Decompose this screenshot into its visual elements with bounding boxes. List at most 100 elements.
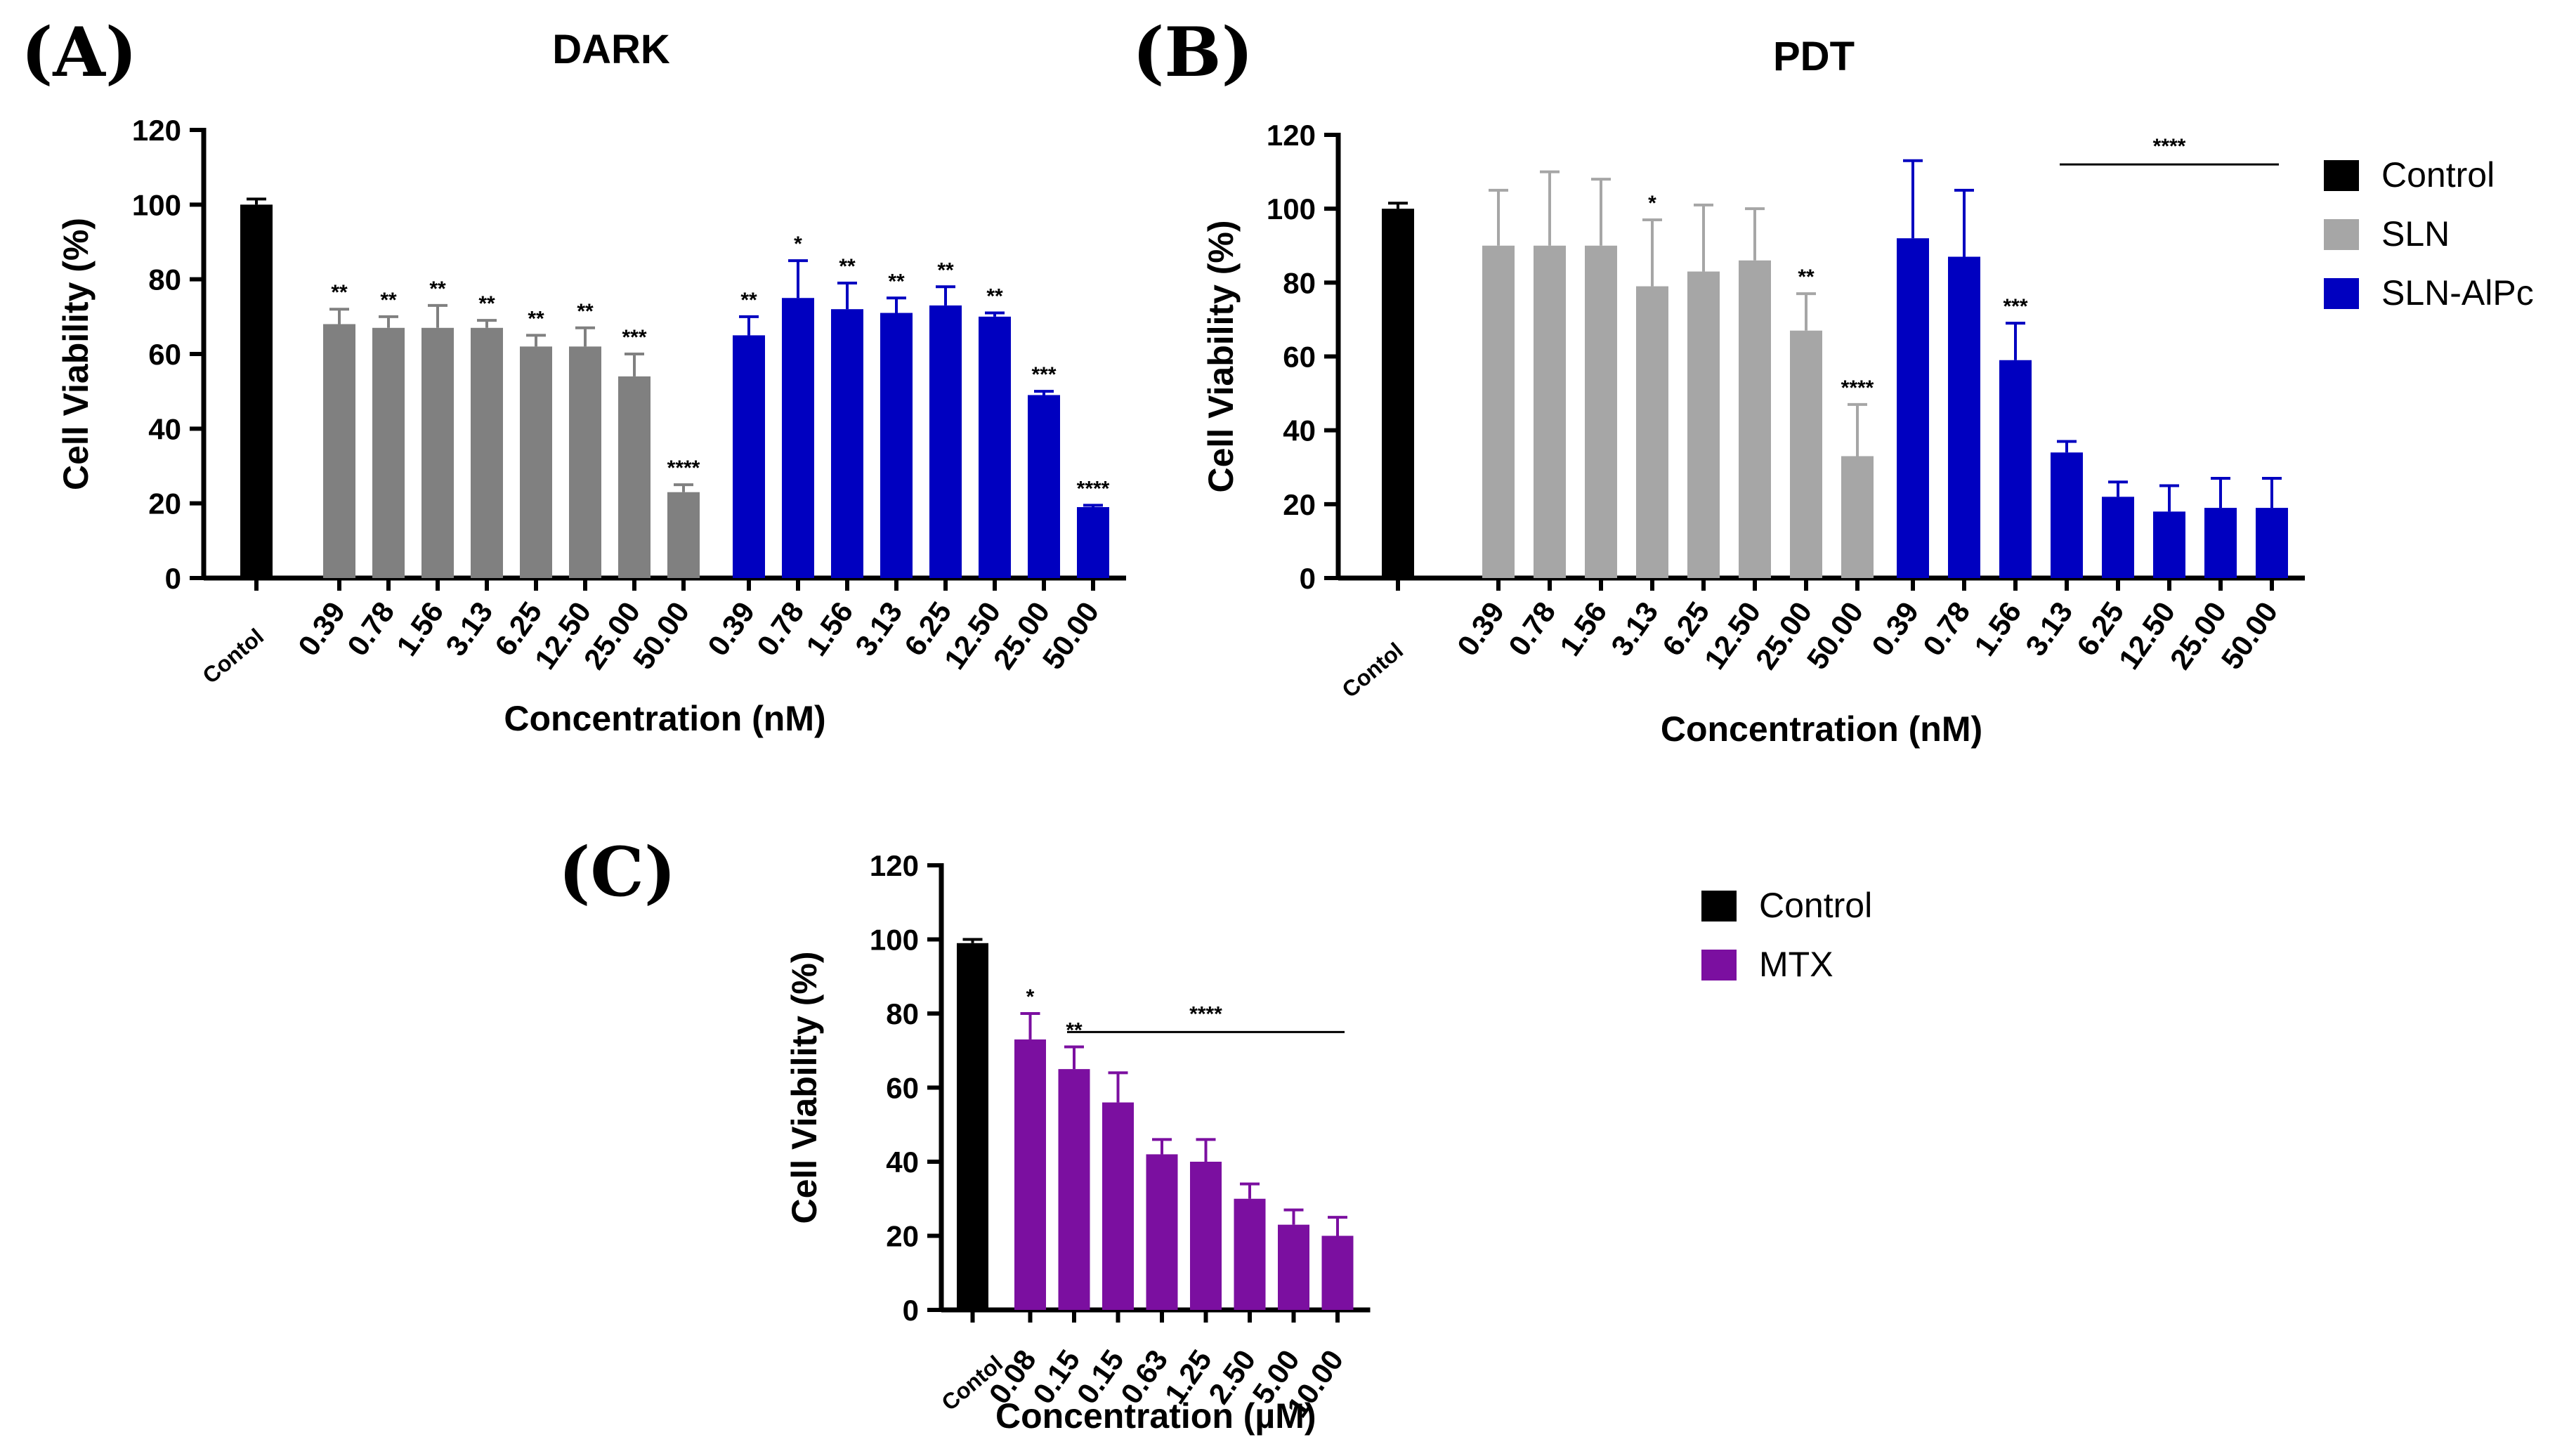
chart1-bar xyxy=(1482,245,1515,578)
chart1-bar xyxy=(1841,456,1874,578)
chart0-significance: ** xyxy=(528,307,544,330)
chart0-x-tick-label: 0.78 xyxy=(750,596,810,662)
chart0-significance: **** xyxy=(1077,477,1110,500)
chart2-y-tick-label: 100 xyxy=(870,924,919,957)
chart0-significance: ** xyxy=(986,285,1003,308)
chart1-y-tick-label: 0 xyxy=(1300,562,1316,595)
chart0-bar xyxy=(929,305,962,578)
chart0-significance: *** xyxy=(622,326,646,349)
chart1-legend-label: Control xyxy=(2381,155,2495,195)
chart0-bar xyxy=(569,346,601,578)
chart2-y-axis-title: Cell Viability (%) xyxy=(785,951,824,1224)
chart1-panel-label: (B) xyxy=(1132,13,1253,92)
chart1-y-tick-label: 120 xyxy=(1267,119,1316,152)
chart1-title: PDT xyxy=(1773,34,1855,79)
chart1-bar xyxy=(1687,271,1720,578)
chart1-x-tick-label: Contol xyxy=(1337,638,1408,703)
chart0-significance: ** xyxy=(740,289,757,312)
chart1-x-tick-label: 50.00 xyxy=(1800,596,1870,675)
chart1-x-tick-label: 0.39 xyxy=(1451,596,1510,662)
chart1-x-tick-label: 50.00 xyxy=(2215,596,2284,675)
chart2-significance-line-label: **** xyxy=(1189,1002,1222,1025)
chart0-bar xyxy=(471,327,503,578)
chart1-significance: ** xyxy=(1798,265,1815,289)
chart0-significance: ** xyxy=(331,281,348,304)
chart0-title: DARK xyxy=(552,27,670,72)
chart2-legend-swatch xyxy=(1701,891,1737,922)
chart0-bar xyxy=(520,346,552,578)
chart0-significance: **** xyxy=(667,457,700,480)
chart2-y-tick-label: 80 xyxy=(886,997,919,1030)
chart1-x-tick-label: 25.00 xyxy=(2164,596,2233,675)
chart0-x-tick-label: 1.56 xyxy=(390,596,450,662)
chart1-bar xyxy=(1948,256,1980,578)
chart2-x-axis-title: Concentration (µM) xyxy=(995,1396,1316,1436)
chart1-y-tick-label: 60 xyxy=(1283,341,1316,374)
chart0-y-tick-label: 80 xyxy=(148,263,181,296)
chart2-bar xyxy=(1190,1162,1222,1310)
chart1-y-tick-label: 80 xyxy=(1283,266,1316,299)
chart0-x-tick-label: 3.13 xyxy=(439,596,499,662)
chart1-x-tick-label: 1.56 xyxy=(1553,596,1613,662)
chart2-bar xyxy=(1058,1069,1090,1310)
chart0-significance: ** xyxy=(380,289,397,312)
chart1-x-tick-label: 0.78 xyxy=(1916,596,1976,662)
chart2-legend-label: MTX xyxy=(1759,945,1833,984)
chart2-bar xyxy=(1278,1224,1309,1310)
chart0-x-tick-label: 1.56 xyxy=(799,596,859,662)
chart0-bar xyxy=(1077,506,1109,578)
chart0-x-tick-label: 0.39 xyxy=(292,596,351,662)
chart1-legend-label: SLN-AlPc xyxy=(2381,273,2534,313)
chart1-bar xyxy=(2204,508,2237,578)
chart0-bar xyxy=(667,492,700,578)
chart2-bar xyxy=(1234,1198,1266,1310)
chart0-bar xyxy=(372,327,405,578)
chart2-bar xyxy=(1102,1102,1134,1310)
chart2-bar xyxy=(1014,1039,1046,1310)
chart1-x-tick-label: 12.50 xyxy=(2112,596,2182,675)
chart1-bar xyxy=(2153,511,2185,578)
chart2-y-tick-label: 40 xyxy=(886,1146,919,1179)
chart1-bar xyxy=(2256,508,2288,578)
chart0-x-tick-label: 3.13 xyxy=(849,596,908,662)
chart0-significance: * xyxy=(794,232,802,256)
chart2-bar xyxy=(1321,1235,1354,1310)
chart0-x-tick-label: Contol xyxy=(197,624,268,689)
chart0-y-tick-label: 60 xyxy=(148,338,181,371)
chart2-legend-swatch xyxy=(1701,950,1737,980)
chart1-significance: *** xyxy=(2003,295,2027,318)
chart1-bar xyxy=(1534,245,1566,578)
chart1-bar xyxy=(1999,360,2032,578)
chart1-x-tick-label: 1.56 xyxy=(1968,596,2027,662)
chart0-y-tick-label: 120 xyxy=(132,114,181,147)
chart2-y-tick-label: 0 xyxy=(903,1294,919,1327)
chart2-y-tick-label: 20 xyxy=(886,1220,919,1253)
chart0-bar xyxy=(733,335,765,578)
chart1-x-axis-title: Concentration (nM) xyxy=(1661,709,1982,749)
chart2-bar xyxy=(1146,1154,1178,1310)
chart0-bar xyxy=(979,316,1011,578)
chart1-legend-label: SLN xyxy=(2381,214,2450,254)
chart0-significance: ** xyxy=(478,292,495,315)
chart2-significance: ** xyxy=(1066,1018,1083,1042)
chart0-panel-label: (A) xyxy=(21,13,137,92)
chart0-x-tick-label: 50.00 xyxy=(627,596,696,675)
chart0-x-tick-label: 50.00 xyxy=(1036,596,1106,675)
chart0-bar xyxy=(240,204,273,578)
chart0-significance: ** xyxy=(839,255,856,278)
chart2-panel-label: (C) xyxy=(558,832,676,912)
chart0-bar xyxy=(782,298,814,578)
chart1-bar xyxy=(1897,238,1929,578)
chart0-significance: ** xyxy=(429,277,446,301)
chart2-y-tick-label: 60 xyxy=(886,1072,919,1105)
chart0-y-axis-title: Cell Viability (%) xyxy=(56,218,96,490)
chart0-bar xyxy=(831,309,863,578)
chart2-y-tick-label: 120 xyxy=(870,849,919,882)
chart0-significance: *** xyxy=(1031,363,1056,386)
chart0-significance: ** xyxy=(577,300,594,323)
chart1-legend-swatch xyxy=(2324,219,2359,250)
chart1-bar xyxy=(1790,330,1822,578)
chart1-bar xyxy=(2051,452,2083,578)
chart1-x-tick-label: 3.13 xyxy=(2019,596,2079,662)
